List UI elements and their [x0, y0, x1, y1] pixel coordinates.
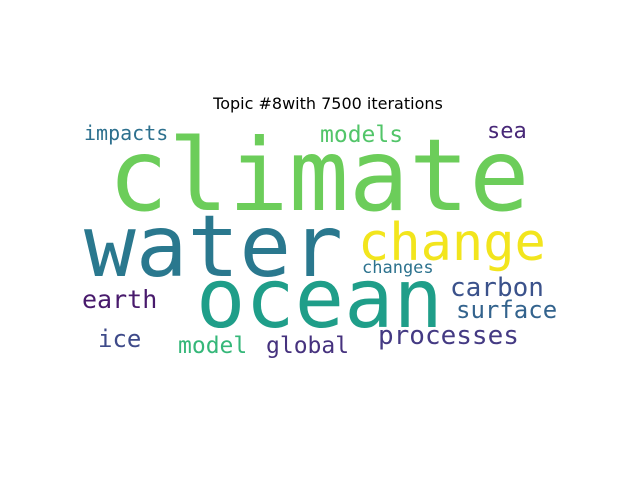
- word-change: change: [358, 213, 546, 273]
- word-ocean: ocean: [196, 252, 443, 347]
- word-water: water: [84, 197, 343, 297]
- word-models: models: [320, 122, 403, 148]
- word-carbon: carbon: [450, 273, 544, 303]
- word-processes: processes: [378, 321, 519, 351]
- word-model: model: [178, 333, 247, 359]
- word-climate: climate: [108, 117, 529, 234]
- word-earth: earth: [82, 285, 157, 314]
- word-impacts: impacts: [84, 121, 168, 145]
- word-changes: changes: [362, 258, 434, 278]
- word-ice: ice: [98, 325, 141, 353]
- word-sea: sea: [487, 119, 527, 144]
- chart-title: Topic #8with 7500 iterations: [213, 94, 443, 113]
- word-global: global: [266, 333, 349, 359]
- word-surface: surface: [456, 296, 557, 324]
